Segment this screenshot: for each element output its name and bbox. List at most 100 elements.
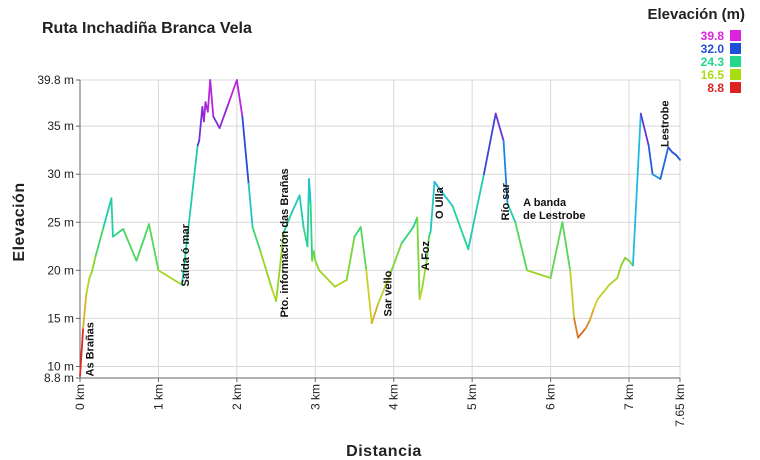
legend-swatch-1 <box>730 43 741 54</box>
elevation-segment-0-23 <box>228 79 238 104</box>
x-axis: 0 km 1 km 2 km 3 km 4 km 5 km 6 km 7 km 7.65 km <box>73 378 687 427</box>
elevation-segment-0-50 <box>400 226 415 245</box>
elevation-segment-0-44 <box>353 226 362 238</box>
elevation-segment-0-45 <box>359 226 368 272</box>
elevation-segment-0-53 <box>418 288 423 301</box>
elevation-segment-0-2 <box>85 277 91 296</box>
elevation-segment-0-72 <box>577 327 587 339</box>
elevation-segment-0-42 <box>334 279 348 288</box>
y-axis-title: Elevación <box>11 182 28 261</box>
y-axis: 8.8 m10 m 15 m 20 m 25 m 30 m 35 m 39.8 m <box>37 73 80 385</box>
elevation-segment-0-63 <box>494 112 505 142</box>
poi-label-8: Lestrobe <box>659 101 671 147</box>
legend-swatch-3 <box>730 69 741 80</box>
poi-label-4: A Foz <box>420 240 432 270</box>
elevation-segment-0-58 <box>433 180 442 192</box>
legend-title: Elevación (m) <box>647 6 745 23</box>
elevation-segment-0-28 <box>259 250 274 291</box>
legend-swatch-4 <box>730 82 741 93</box>
legend-swatch-0 <box>730 30 741 41</box>
poi-label-2: Pto. información das Brañas <box>279 168 291 317</box>
poi-label-7-1: de Lestrobe <box>523 210 585 222</box>
elevation-segment-0-75 <box>592 298 599 310</box>
x-tick-label-6: 6 km <box>544 384 558 410</box>
elevation-segment-0-24 <box>235 79 244 118</box>
elevation-segment-0-46 <box>365 269 373 325</box>
y-tick-label-5: 30 m <box>47 167 74 181</box>
elevation-segment-0-49 <box>388 242 403 277</box>
elevation-segment-0-69 <box>561 221 572 272</box>
y-tick-label-2: 15 m <box>47 311 74 325</box>
elevation-segment-0-59 <box>439 189 454 207</box>
elevation-segment-0-71 <box>573 317 579 339</box>
elevation-segment-0-79 <box>620 256 626 267</box>
elevation-segment-0-21 <box>212 115 221 129</box>
grid <box>79 79 681 379</box>
legend-label-0: 39.8 <box>701 29 725 43</box>
elevation-segment-0-65 <box>506 202 517 224</box>
chart-title: Ruta Inchadiña Branca Vela <box>42 20 252 37</box>
elevation-segment-0-70 <box>569 269 576 320</box>
elevation-segment-0-52 <box>416 216 421 301</box>
y-tick-label-1: 10 m <box>47 359 74 373</box>
elevation-segment-0-7 <box>110 197 114 238</box>
legend-label-3: 16.5 <box>701 68 725 82</box>
elevation-segment-0-64 <box>502 139 509 204</box>
x-tick-label-1: 1 km <box>151 384 165 410</box>
elevation-segment-0-15 <box>198 106 204 142</box>
elevation-segment-0-9 <box>122 228 138 262</box>
elevation-segment-0-11 <box>148 223 160 272</box>
elevation-segment-0-61 <box>467 173 485 251</box>
y-tick-label-7: 39.8 m <box>37 73 74 87</box>
plot-frame <box>79 80 680 379</box>
elevation-segment-0-86 <box>659 146 670 180</box>
legend: 39.832.024.316.58.8 <box>701 29 741 95</box>
x-tick-label-4: 4 km <box>387 384 401 410</box>
elevation-segment-0-33 <box>298 194 305 228</box>
elevation-segment-0-31 <box>283 211 293 233</box>
elevation-segment-0-83 <box>639 112 650 147</box>
elevation-segment-0-36 <box>308 178 312 204</box>
elevation-segment-0-60 <box>451 205 470 251</box>
y-tick-label-3: 20 m <box>47 263 74 277</box>
elevation-segment-0-66 <box>514 221 528 272</box>
y-tick-label-4: 25 m <box>47 215 74 229</box>
x-tick-label-0: 0 km <box>73 384 87 410</box>
elevation-segment-0-1 <box>82 293 88 329</box>
legend-swatch-2 <box>730 56 741 67</box>
elevation-segment-0-47 <box>370 303 379 325</box>
elevation-segment-0-30 <box>275 230 285 302</box>
elevation-segment-0-82 <box>632 112 642 267</box>
x-tick-label-5: 5 km <box>465 384 479 410</box>
x-tick-label-3: 3 km <box>308 384 322 410</box>
poi-label-6: Río sar <box>500 182 512 220</box>
elevation-segment-0-5 <box>94 226 105 257</box>
elevation-segment-0-13 <box>181 144 199 286</box>
elevation-segment-0-87 <box>667 146 674 153</box>
elevation-segment-0-41 <box>318 269 336 288</box>
elevation-segment-0-84 <box>647 144 654 176</box>
poi-label-3: Sar vello <box>382 270 394 316</box>
elevation-series <box>79 79 681 377</box>
elevation-segment-0-12 <box>157 269 183 286</box>
elevation-segment-0-77 <box>608 277 619 286</box>
legend-label-4: 8.8 <box>707 81 724 95</box>
elevation-segment-0-32 <box>290 194 301 214</box>
y-tick-label-0: 8.8 m <box>44 371 74 385</box>
x-tick-label-8: 7.65 km <box>673 384 687 427</box>
elevation-segment-0-6 <box>102 197 113 228</box>
poi-label-1: Saída ó mar <box>180 223 192 286</box>
x-tick-label-7: 7 km <box>622 384 636 410</box>
legend-label-1: 32.0 <box>701 42 725 56</box>
legend-label-2: 24.3 <box>701 55 725 69</box>
elevation-segment-0-78 <box>616 264 623 279</box>
elevation-segment-0-25 <box>241 115 250 185</box>
x-axis-title: Distancia <box>346 443 422 460</box>
elevation-segment-0-57 <box>429 180 436 233</box>
elevation-segment-0-35 <box>306 178 310 248</box>
poi-annotations: As Brañas Saída ó mar Pto. información das… <box>84 101 671 377</box>
elevation-segment-0-3 <box>88 271 93 279</box>
elevation-segment-0-37 <box>309 202 314 262</box>
elevation-segment-0-48 <box>377 274 391 305</box>
